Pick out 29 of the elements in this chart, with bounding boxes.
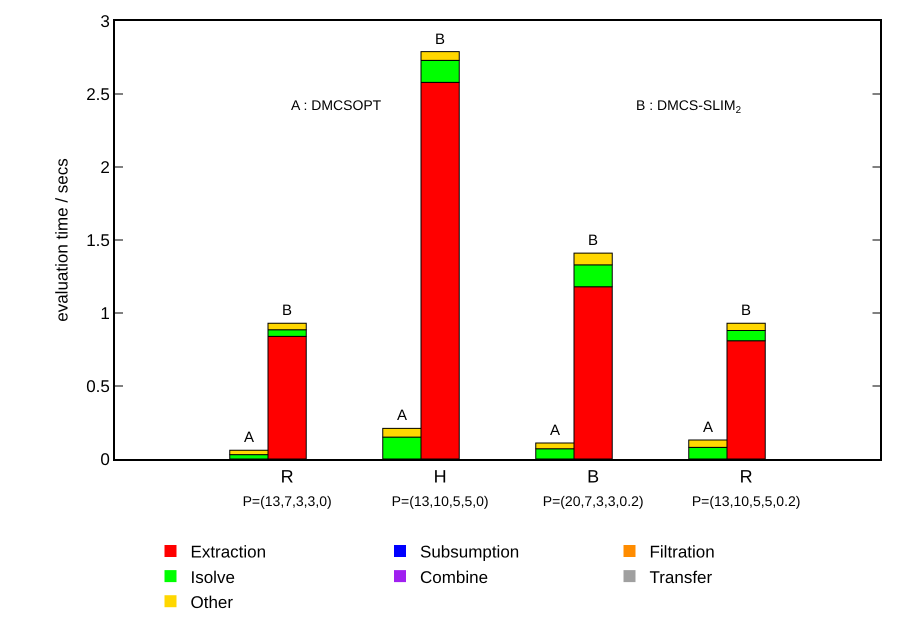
- annotation: B : DMCS-SLIM$_{2}$: [636, 97, 742, 116]
- data-label: A: [244, 429, 254, 446]
- legend-label: Filtration: [650, 542, 715, 562]
- x-tick-label: H P=(13,10,5,5,0): [392, 466, 489, 509]
- y-tick-label: 2: [100, 158, 110, 177]
- y-tick-label: 0.5: [86, 376, 110, 396]
- legend-label: Other: [190, 592, 234, 612]
- annotation: A : DMCSOPT: [291, 97, 382, 113]
- y-tick-label: 3: [100, 12, 110, 31]
- x-tick-label: R P=(13,10,5,5,0.2): [692, 466, 800, 509]
- data-label: A: [550, 422, 560, 439]
- legend-label: Subsumption: [420, 542, 520, 562]
- data-label: A: [703, 419, 714, 436]
- x-tick-label: R P=(13,7,3,3,0): [242, 466, 332, 509]
- data-label: A: [397, 407, 408, 424]
- data-label: B: [588, 232, 598, 249]
- x-tick-label: B P=(20,7,3,3,0.2): [542, 466, 644, 509]
- y-tick-label: 2.5: [86, 84, 110, 104]
- data-label: B: [435, 31, 446, 48]
- y-tick-label: 1.5: [86, 230, 110, 250]
- y-tick-label: 0: [100, 450, 110, 469]
- y-tick-label: 1: [100, 304, 110, 323]
- legend-label: Isolve: [190, 568, 235, 587]
- legend-label: Transfer: [650, 568, 712, 587]
- legend-label: Extraction: [190, 542, 266, 562]
- legend-label: Combine: [420, 568, 488, 587]
- y-axis-title: evaluation time / secs: [52, 158, 72, 322]
- data-label: B: [282, 302, 292, 319]
- data-label: B: [741, 302, 752, 319]
